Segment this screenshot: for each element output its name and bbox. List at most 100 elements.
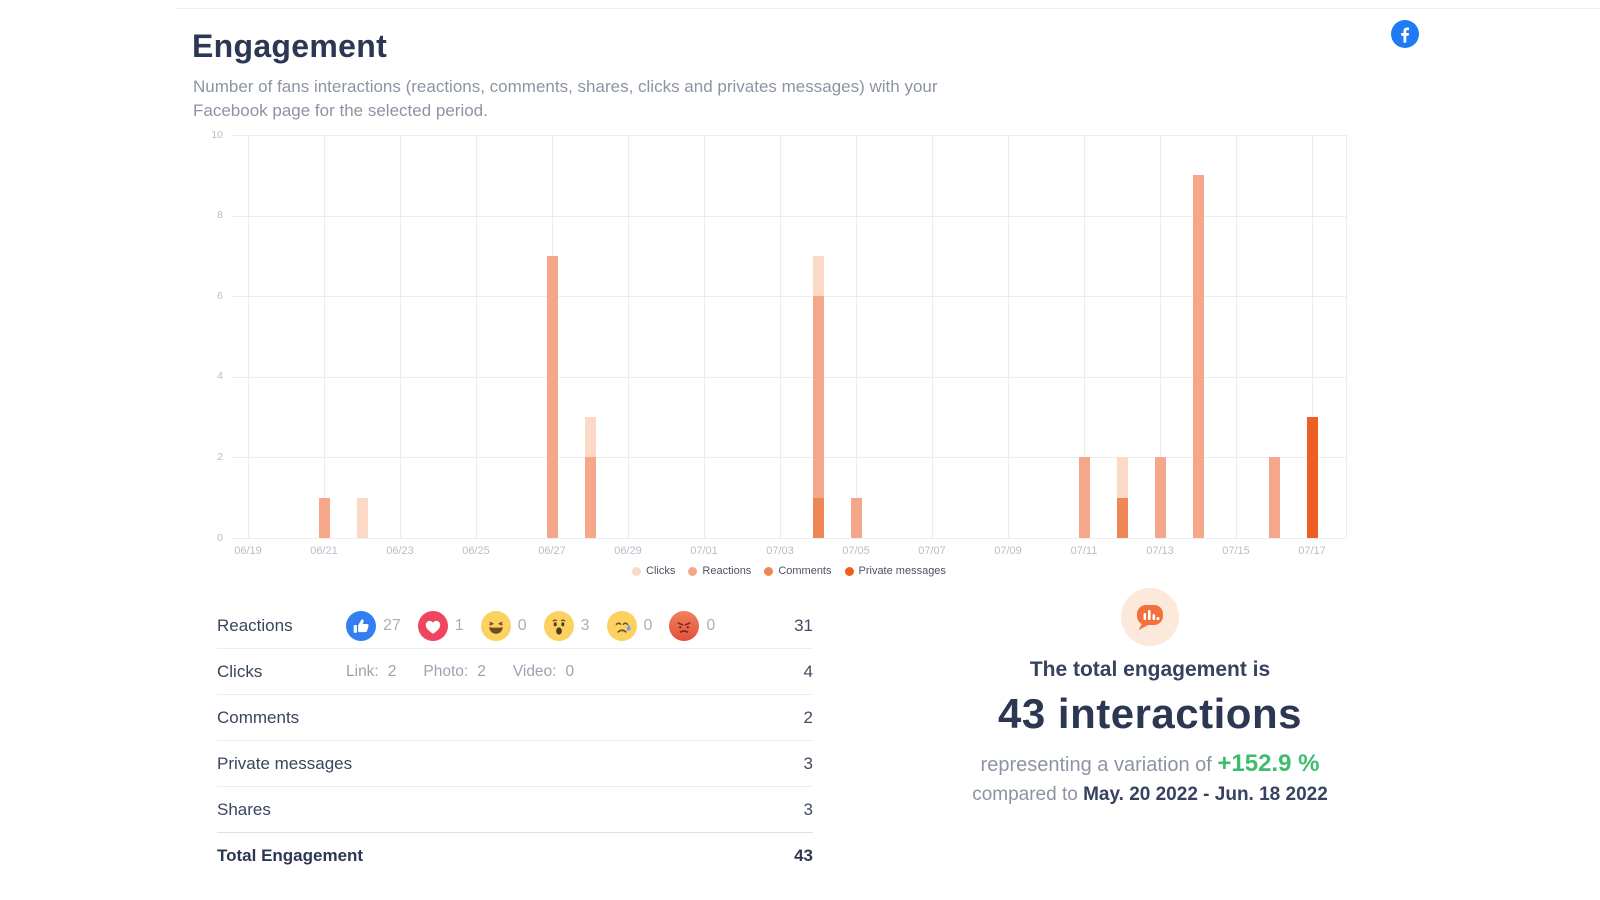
- table-row-total-engagement: Total Engagement 43: [217, 833, 813, 879]
- variation-prefix: representing a variation of: [980, 754, 1212, 776]
- legend-item-comments[interactable]: Comments: [764, 565, 832, 577]
- x-gridline: [324, 135, 325, 538]
- x-gridline: [1084, 135, 1085, 538]
- reaction-wow: 3: [543, 610, 590, 641]
- x-axis-label: 07/03: [766, 545, 794, 557]
- bar-segment-clicks: [356, 497, 368, 538]
- clicks-photo: Photo: 2: [423, 662, 486, 680]
- bar-segment-reactions: [584, 457, 596, 538]
- bar-segment-reactions: [318, 497, 330, 538]
- angry-icon: [669, 610, 700, 641]
- comparison-prefix: compared to: [972, 784, 1078, 805]
- sad-count: 0: [643, 616, 653, 634]
- legend-dot: [764, 566, 774, 576]
- bar-segment-reactions: [1154, 457, 1166, 538]
- x-axis-label: 07/09: [994, 545, 1022, 557]
- variation-line: representing a variation of +152.9 %: [905, 750, 1395, 778]
- angry-count: 0: [706, 616, 716, 634]
- x-axis-label: 06/23: [386, 545, 414, 557]
- x-gridline: [704, 135, 705, 538]
- wow-icon: [543, 610, 574, 641]
- table-row-private-messages: Private messages 3: [217, 741, 813, 787]
- row-value-comments: 2: [803, 707, 813, 727]
- legend-dot: [632, 566, 642, 576]
- clicks-video: Video: 0: [512, 662, 575, 680]
- bar-segment-reactions: [546, 255, 558, 538]
- table-row-comments: Comments 2: [217, 695, 813, 741]
- x-gridline: [248, 135, 249, 538]
- x-gridline: [932, 135, 933, 538]
- x-axis-label: 06/25: [462, 545, 490, 557]
- y-gridline: [232, 135, 1346, 136]
- row-label-comments: Comments: [217, 707, 300, 727]
- row-value-clicks: 4: [803, 661, 813, 681]
- row-value-shares: 3: [803, 799, 813, 819]
- y-axis-label: 4: [217, 370, 223, 383]
- page-top-divider: [176, 8, 1600, 9]
- x-axis-label: 07/17: [1298, 545, 1326, 557]
- legend-item-private-messages[interactable]: Private messages: [844, 565, 946, 577]
- x-gridline: [1236, 135, 1237, 538]
- y-gridline: [232, 376, 1346, 378]
- clicks-breakdown: Link: 2 Photo: 2 Video: 0: [346, 663, 804, 681]
- legend-item-reactions[interactable]: Reactions: [688, 565, 751, 577]
- wow-count: 3: [580, 616, 590, 634]
- reactions-breakdown: 27 1 0 3 0: [346, 610, 794, 641]
- bar-segment-reactions: [812, 296, 824, 498]
- y-gridline: [232, 538, 1346, 539]
- x-gridline: [856, 135, 857, 538]
- y-axis-label: 2: [217, 450, 223, 463]
- x-axis-label: 06/19: [234, 545, 262, 557]
- comparison-period: May. 20 2022 - Jun. 18 2022: [1083, 784, 1328, 805]
- table-row-clicks: Clicks Link: 2 Photo: 2 Video: 0 4: [217, 649, 813, 695]
- reaction-love: 1: [417, 610, 464, 641]
- y-axis-label: 6: [217, 289, 223, 302]
- haha-icon: [480, 610, 511, 641]
- bar-segment-reactions: [1078, 457, 1090, 538]
- legend-item-clicks[interactable]: Clicks: [632, 565, 675, 577]
- engagement-chart: 0 2 4 6 8 10 06/19 06/21 06/23 06/25 06/27 06/29 07/…: [193, 124, 1368, 594]
- like-count: 27: [383, 616, 401, 634]
- x-gridline: [1160, 135, 1161, 538]
- table-row-reactions: Reactions 27 1 0 3: [217, 603, 813, 649]
- x-gridline: [400, 135, 401, 538]
- engagement-table: Reactions 27 1 0 3: [217, 603, 813, 879]
- x-gridline: [476, 135, 477, 538]
- row-label-reactions: Reactions: [217, 615, 293, 635]
- x-gridline: [1312, 135, 1313, 538]
- variation-value: +152.9 %: [1217, 750, 1320, 777]
- x-axis-label: 07/05: [842, 545, 870, 557]
- bar-segment-clicks: [584, 417, 596, 458]
- love-count: 1: [454, 616, 464, 634]
- table-row-shares: Shares 3: [217, 787, 813, 833]
- x-axis-label: 06/29: [614, 545, 642, 557]
- speech-bubble-chart-icon: [1121, 588, 1179, 646]
- reaction-angry: 0: [669, 610, 716, 641]
- row-label-private-messages: Private messages: [217, 753, 353, 773]
- reaction-haha: 0: [480, 610, 527, 641]
- page-title: Engagement: [192, 28, 388, 64]
- legend-label: Reactions: [702, 565, 752, 577]
- sad-icon: [606, 610, 637, 641]
- row-value-private-messages: 3: [803, 753, 813, 773]
- bar-segment-clicks: [812, 255, 824, 297]
- legend-dot: [844, 566, 854, 576]
- legend-label: Clicks: [646, 565, 676, 577]
- haha-count: 0: [517, 616, 527, 634]
- reaction-sad: 0: [606, 610, 653, 641]
- y-gridline: [232, 215, 1346, 217]
- bar-segment-reactions: [850, 497, 862, 538]
- y-gridline: [232, 457, 1346, 459]
- love-icon: [417, 610, 448, 641]
- x-axis-label: 07/11: [1070, 545, 1098, 557]
- facebook-icon[interactable]: [1391, 20, 1419, 48]
- bar-segment-private-messages: [1306, 417, 1318, 538]
- row-label-total-engagement: Total Engagement: [217, 846, 364, 865]
- bar-segment-reactions: [1192, 175, 1204, 538]
- page-subtitle: Number of fans interactions (reactions, …: [193, 77, 938, 121]
- clicks-link: Link: 2: [346, 662, 397, 680]
- comparison-line: compared to May. 20 2022 - Jun. 18 2022: [905, 784, 1395, 806]
- bar-segment-comments: [812, 497, 824, 538]
- plot-right-border: [1346, 135, 1347, 538]
